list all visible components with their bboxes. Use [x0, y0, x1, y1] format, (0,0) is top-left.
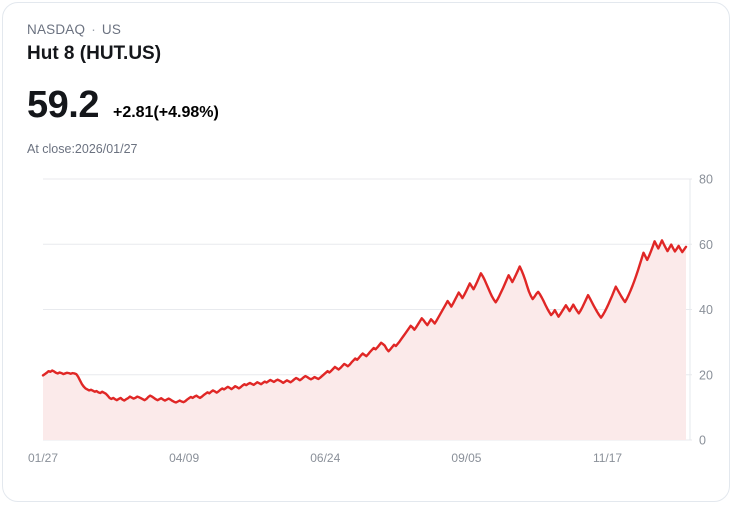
- current-price: 59.2: [27, 84, 99, 126]
- price-area-fill: [43, 240, 686, 440]
- x-axis-tick-label: 11/17: [593, 451, 622, 465]
- x-axis-tick-label: 01/27: [28, 451, 58, 465]
- exchange-name: NASDAQ: [27, 22, 86, 37]
- price-line: [41, 239, 688, 404]
- x-axis-tick-label: 09/05: [451, 451, 481, 465]
- quote-header: NASDAQ · US Hut 8 (HUT.US) 59.2 +2.81(+4.9…: [3, 3, 729, 157]
- stock-quote-card: NASDAQ · US Hut 8 (HUT.US) 59.2 +2.81(+4.9…: [2, 2, 730, 502]
- y-axis-tick-label: 20: [699, 368, 713, 382]
- x-axis-tick-label: 06/24: [310, 451, 340, 465]
- price-chart[interactable]: 0 20 40 60 80 01/27 04/09 06/24 09/05 11/17: [3, 163, 730, 483]
- y-axis-tick-label: 60: [699, 238, 713, 252]
- x-axis-labels: 01/27 04/09 06/24 09/05 11/17: [28, 451, 622, 465]
- exchange-separator: ·: [91, 22, 96, 37]
- y-axis-tick-label: 40: [699, 303, 713, 317]
- x-axis-tick-label: 04/09: [169, 451, 199, 465]
- quote-row: 59.2 +2.81(+4.98%): [27, 83, 729, 127]
- price-change: +2.81(+4.98%): [112, 104, 219, 121]
- market-region: US: [101, 22, 122, 37]
- y-axis-labels: 0 20 40 60 80: [699, 173, 713, 448]
- y-axis-tick-label: 80: [699, 173, 713, 187]
- market-status-text: At close:2026/01/27: [27, 142, 138, 156]
- exchange-row: NASDAQ · US: [27, 21, 729, 39]
- page-title: Hut 8 (HUT.US): [27, 43, 162, 64]
- y-axis-tick-label: 0: [699, 434, 706, 448]
- price-chart-svg[interactable]: 0 20 40 60 80 01/27 04/09 06/24 09/05 11/17: [3, 163, 730, 483]
